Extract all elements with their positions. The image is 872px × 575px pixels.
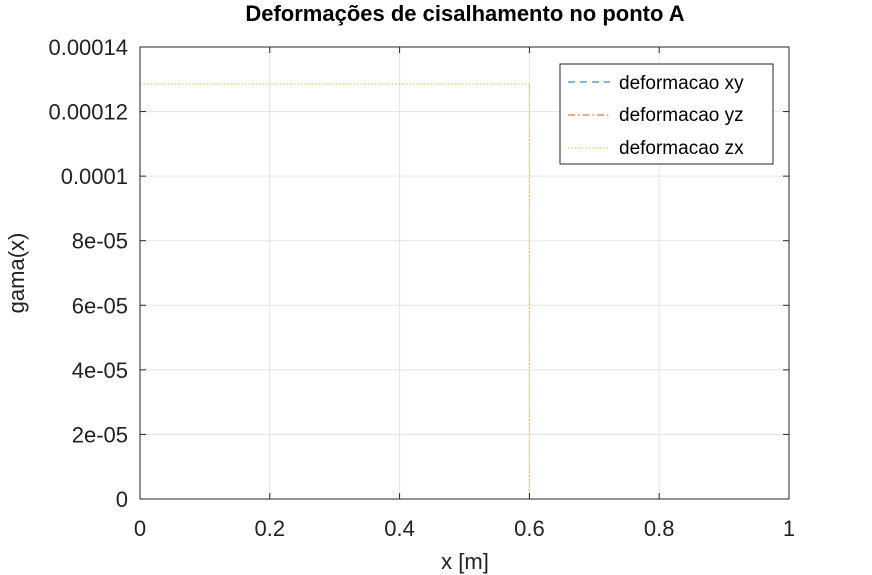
x-axis-label: x [m] (441, 549, 489, 574)
y-tick-label: 0 (116, 487, 128, 512)
plot-frame (139, 46, 790, 500)
ticks (139, 46, 790, 500)
y-tick-labels: 0 2e-05 4e-05 6e-05 8e-05 0.0001 0.00012 0.0001… (48, 35, 128, 512)
y-tick-label: 0.00014 (48, 35, 128, 60)
legend: deformacao xy deformacao yz deformacao z… (559, 63, 774, 165)
x-tick-label: 0 (134, 516, 146, 541)
legend-label-zx: deformacao zx (619, 138, 744, 159)
y-axis-label: gama(x) (4, 233, 29, 314)
x-tick-label: 0.8 (644, 516, 675, 541)
y-tick-label: 0.0001 (61, 164, 128, 189)
legend-label-xy: deformacao xy (619, 73, 744, 94)
x-tick-label: 1 (783, 516, 795, 541)
y-tick-label: 0.00012 (48, 100, 128, 125)
y-tick-label: 2e-05 (72, 422, 128, 447)
x-tick-label: 0.4 (384, 516, 415, 541)
legend-box (559, 63, 774, 165)
x-tick-labels: 0 0.2 0.4 0.6 0.8 1 (134, 516, 795, 541)
y-tick-label: 6e-05 (72, 293, 128, 318)
x-tick-label: 0.6 (514, 516, 545, 541)
y-tick-label: 8e-05 (72, 229, 128, 254)
chart-title: Deformações de cisalhamento no ponto A (245, 1, 684, 26)
legend-label-yz: deformacao yz (619, 105, 744, 126)
x-tick-label: 0.2 (255, 516, 286, 541)
y-tick-label: 4e-05 (72, 358, 128, 383)
